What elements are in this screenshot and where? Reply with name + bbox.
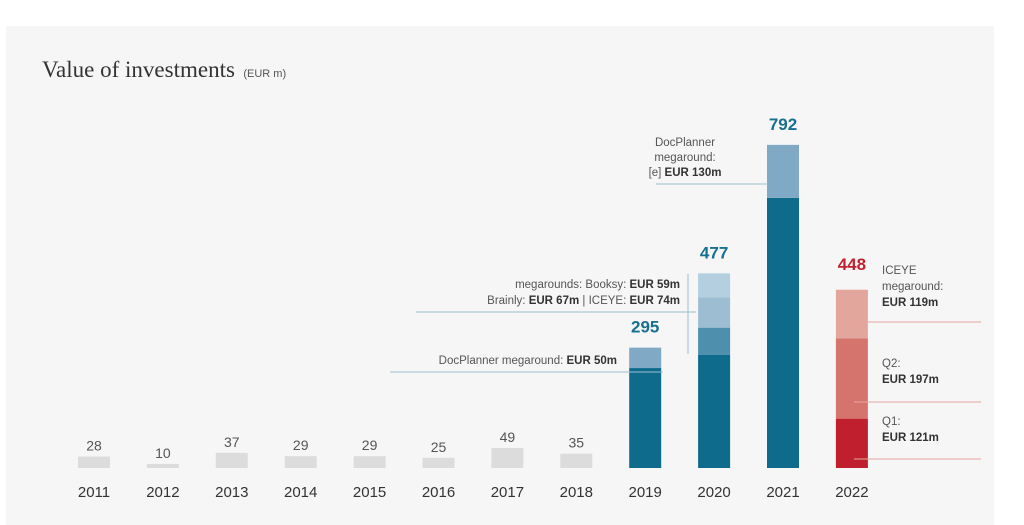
bar-2017 xyxy=(491,448,524,468)
value-label-2012: 10 xyxy=(155,445,171,461)
investments-chart: Value of investments (EUR m) 2011 28 2012 1… xyxy=(42,57,981,501)
bar-2022-segment-1 xyxy=(835,418,868,468)
value-label-2017: 49 xyxy=(500,429,516,445)
x-tick-label-2013: 2013 xyxy=(215,484,248,501)
x-tick-label-2017: 2017 xyxy=(491,484,524,501)
value-label-2020: 477 xyxy=(700,243,728,262)
annotation-2020-line1: megarounds: Booksy: EUR 59m xyxy=(515,279,680,291)
bar-2021-segment-2 xyxy=(767,144,799,198)
bar-2016 xyxy=(422,457,455,468)
annotation-2022-q2-line1: Q2: xyxy=(882,358,901,370)
chart-title-text: Value of investments xyxy=(42,57,235,82)
annotation-2021-line2: megaround: xyxy=(654,152,715,164)
annotation-2022-iceye-line1: ICEYE xyxy=(882,265,917,277)
annotation-2022-iceye-line3: EUR 119m xyxy=(882,297,938,309)
x-tick-label-2019: 2019 xyxy=(629,484,662,501)
x-tick-label-2014: 2014 xyxy=(284,484,317,501)
value-label-2015: 29 xyxy=(362,437,378,453)
bar-2020-segment-3 xyxy=(698,297,731,328)
bar-2020-segment-1 xyxy=(698,354,731,468)
annotation-2022-q1-line1: Q1: xyxy=(882,416,901,428)
bar-2022-segment-2 xyxy=(835,338,868,419)
bar-2021-segment-1 xyxy=(767,197,799,469)
annotation-2022-q1-line2: EUR 121m xyxy=(882,432,939,444)
bar-2022-segment-3 xyxy=(835,289,868,339)
bar-2019-segment-2 xyxy=(629,347,662,369)
value-label-2013: 37 xyxy=(224,434,240,450)
x-tick-label-2020: 2020 xyxy=(697,484,730,501)
bar-2015 xyxy=(353,456,386,468)
bar-2020-segment-2 xyxy=(698,327,731,355)
x-tick-label-2022: 2022 xyxy=(835,484,868,501)
value-label-2011: 28 xyxy=(86,438,102,454)
bar-2014 xyxy=(284,456,317,468)
value-label-2022: 448 xyxy=(838,255,866,274)
value-label-2016: 25 xyxy=(431,439,447,455)
bar-2012 xyxy=(146,463,179,468)
annotation-2021-line1: DocPlanner xyxy=(655,137,715,149)
annotation-2021-line3: [e] EUR 130m xyxy=(649,167,722,179)
x-tick-label-2012: 2012 xyxy=(146,484,179,501)
x-tick-label-2018: 2018 xyxy=(560,484,593,501)
bar-2011 xyxy=(78,456,110,468)
bar-2020-segment-4 xyxy=(698,273,731,298)
annotation-2022-q2-line2: EUR 197m xyxy=(882,374,939,386)
chart-panel: Value of investments (EUR m) 2011 28 2012 1… xyxy=(6,26,994,525)
annotation-2019: DocPlanner megaround: EUR 50m xyxy=(439,355,617,367)
x-tick-label-2015: 2015 xyxy=(353,484,386,501)
bar-2019-segment-1 xyxy=(629,368,662,468)
annotation-2022-iceye-line2: megaround: xyxy=(882,281,943,293)
chart-title: Value of investments (EUR m) xyxy=(42,57,286,82)
value-label-2014: 29 xyxy=(293,437,309,453)
bar-2018 xyxy=(560,453,593,468)
value-label-2021: 792 xyxy=(769,115,797,134)
x-tick-label-2016: 2016 xyxy=(422,484,455,501)
value-label-2018: 35 xyxy=(569,435,585,451)
x-tick-label-2011: 2011 xyxy=(78,484,110,501)
x-tick-label-2021: 2021 xyxy=(766,484,799,501)
annotation-2020-line2: Brainly: EUR 67m | ICEYE: EUR 74m xyxy=(487,295,680,307)
bar-2013 xyxy=(215,452,248,468)
chart-unit: (EUR m) xyxy=(243,68,286,80)
value-label-2019: 295 xyxy=(631,318,659,337)
